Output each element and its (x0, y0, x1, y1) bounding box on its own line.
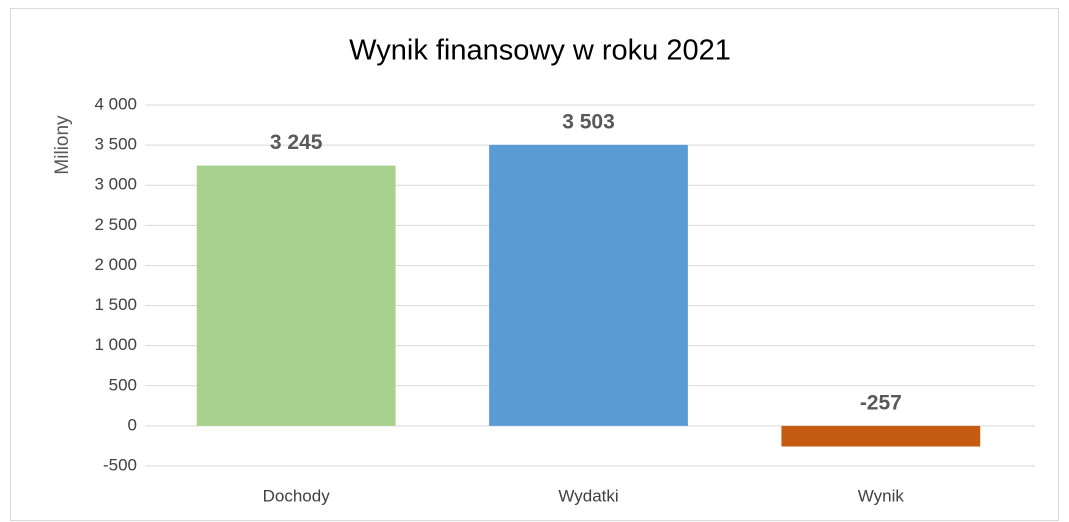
chart-title: Wynik finansowy w roku 2021 (349, 35, 731, 67)
x-tick-label: Wydatki (558, 486, 618, 505)
y-axis-label: Miliony (52, 115, 73, 175)
y-tick-label: 2 000 (94, 255, 137, 274)
data-label: -257 (860, 391, 902, 414)
y-tick-label: -500 (103, 455, 137, 474)
data-label: 3 245 (270, 131, 323, 154)
x-tick-label: Dochody (263, 486, 331, 505)
x-tick-label: Wynik (858, 486, 905, 505)
y-tick-label: 1 500 (94, 295, 137, 314)
y-tick-label: 4 000 (94, 94, 137, 113)
bar (781, 425, 981, 447)
y-tick-label: 3 000 (94, 175, 137, 194)
bar (196, 165, 396, 426)
bar (489, 144, 688, 426)
y-tick-label: 0 (128, 415, 137, 434)
data-label: 3 503 (562, 110, 615, 133)
y-tick-label: 1 000 (94, 335, 137, 354)
y-tick-label: 500 (109, 375, 137, 394)
y-tick-label: 2 500 (94, 215, 137, 234)
y-tick-label: 3 500 (94, 135, 137, 154)
